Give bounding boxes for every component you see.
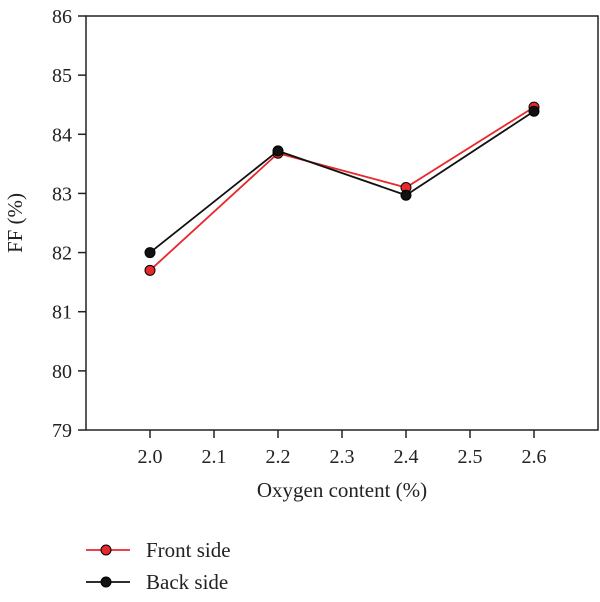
y-tick-label: 83 (52, 183, 72, 205)
x-axis-title: Oxygen content (%) (257, 478, 427, 502)
data-point (272, 145, 284, 157)
series-layer (144, 101, 540, 276)
x-axis: 2.0 2.1 2.2 2.3 2.4 2.5 2.6 (138, 430, 547, 468)
series-line (149, 106, 535, 271)
data-point (528, 105, 540, 117)
data-point (400, 189, 412, 201)
x-tick-label: 2.3 (330, 446, 355, 468)
y-axis: 79 80 81 82 83 84 85 86 (52, 6, 86, 442)
data-point (144, 247, 156, 259)
x-tick-label: 2.5 (458, 446, 483, 468)
x-tick-label: 2.0 (138, 446, 163, 468)
legend-label: Back side (146, 570, 228, 594)
legend-swatch-marker (100, 544, 112, 556)
y-tick-label: 85 (52, 65, 72, 87)
x-tick-label: 2.6 (522, 446, 547, 468)
y-axis-title: FF (%) (3, 193, 27, 253)
legend: Front side Back side (86, 538, 231, 594)
x-tick-label: 2.2 (266, 446, 291, 468)
y-tick-label: 86 (52, 6, 72, 28)
y-tick-label: 79 (52, 420, 72, 442)
x-tick-label: 2.1 (202, 446, 227, 468)
y-tick-label: 81 (52, 302, 72, 324)
legend-swatch-marker (100, 576, 112, 588)
y-tick-label: 80 (52, 361, 72, 383)
x-tick-label: 2.4 (394, 446, 419, 468)
y-tick-label: 82 (52, 243, 72, 265)
legend-label: Front side (146, 538, 231, 562)
plot-frame (85, 15, 599, 431)
y-tick-label: 84 (52, 124, 72, 146)
data-point (144, 264, 156, 276)
series-line (149, 110, 535, 254)
